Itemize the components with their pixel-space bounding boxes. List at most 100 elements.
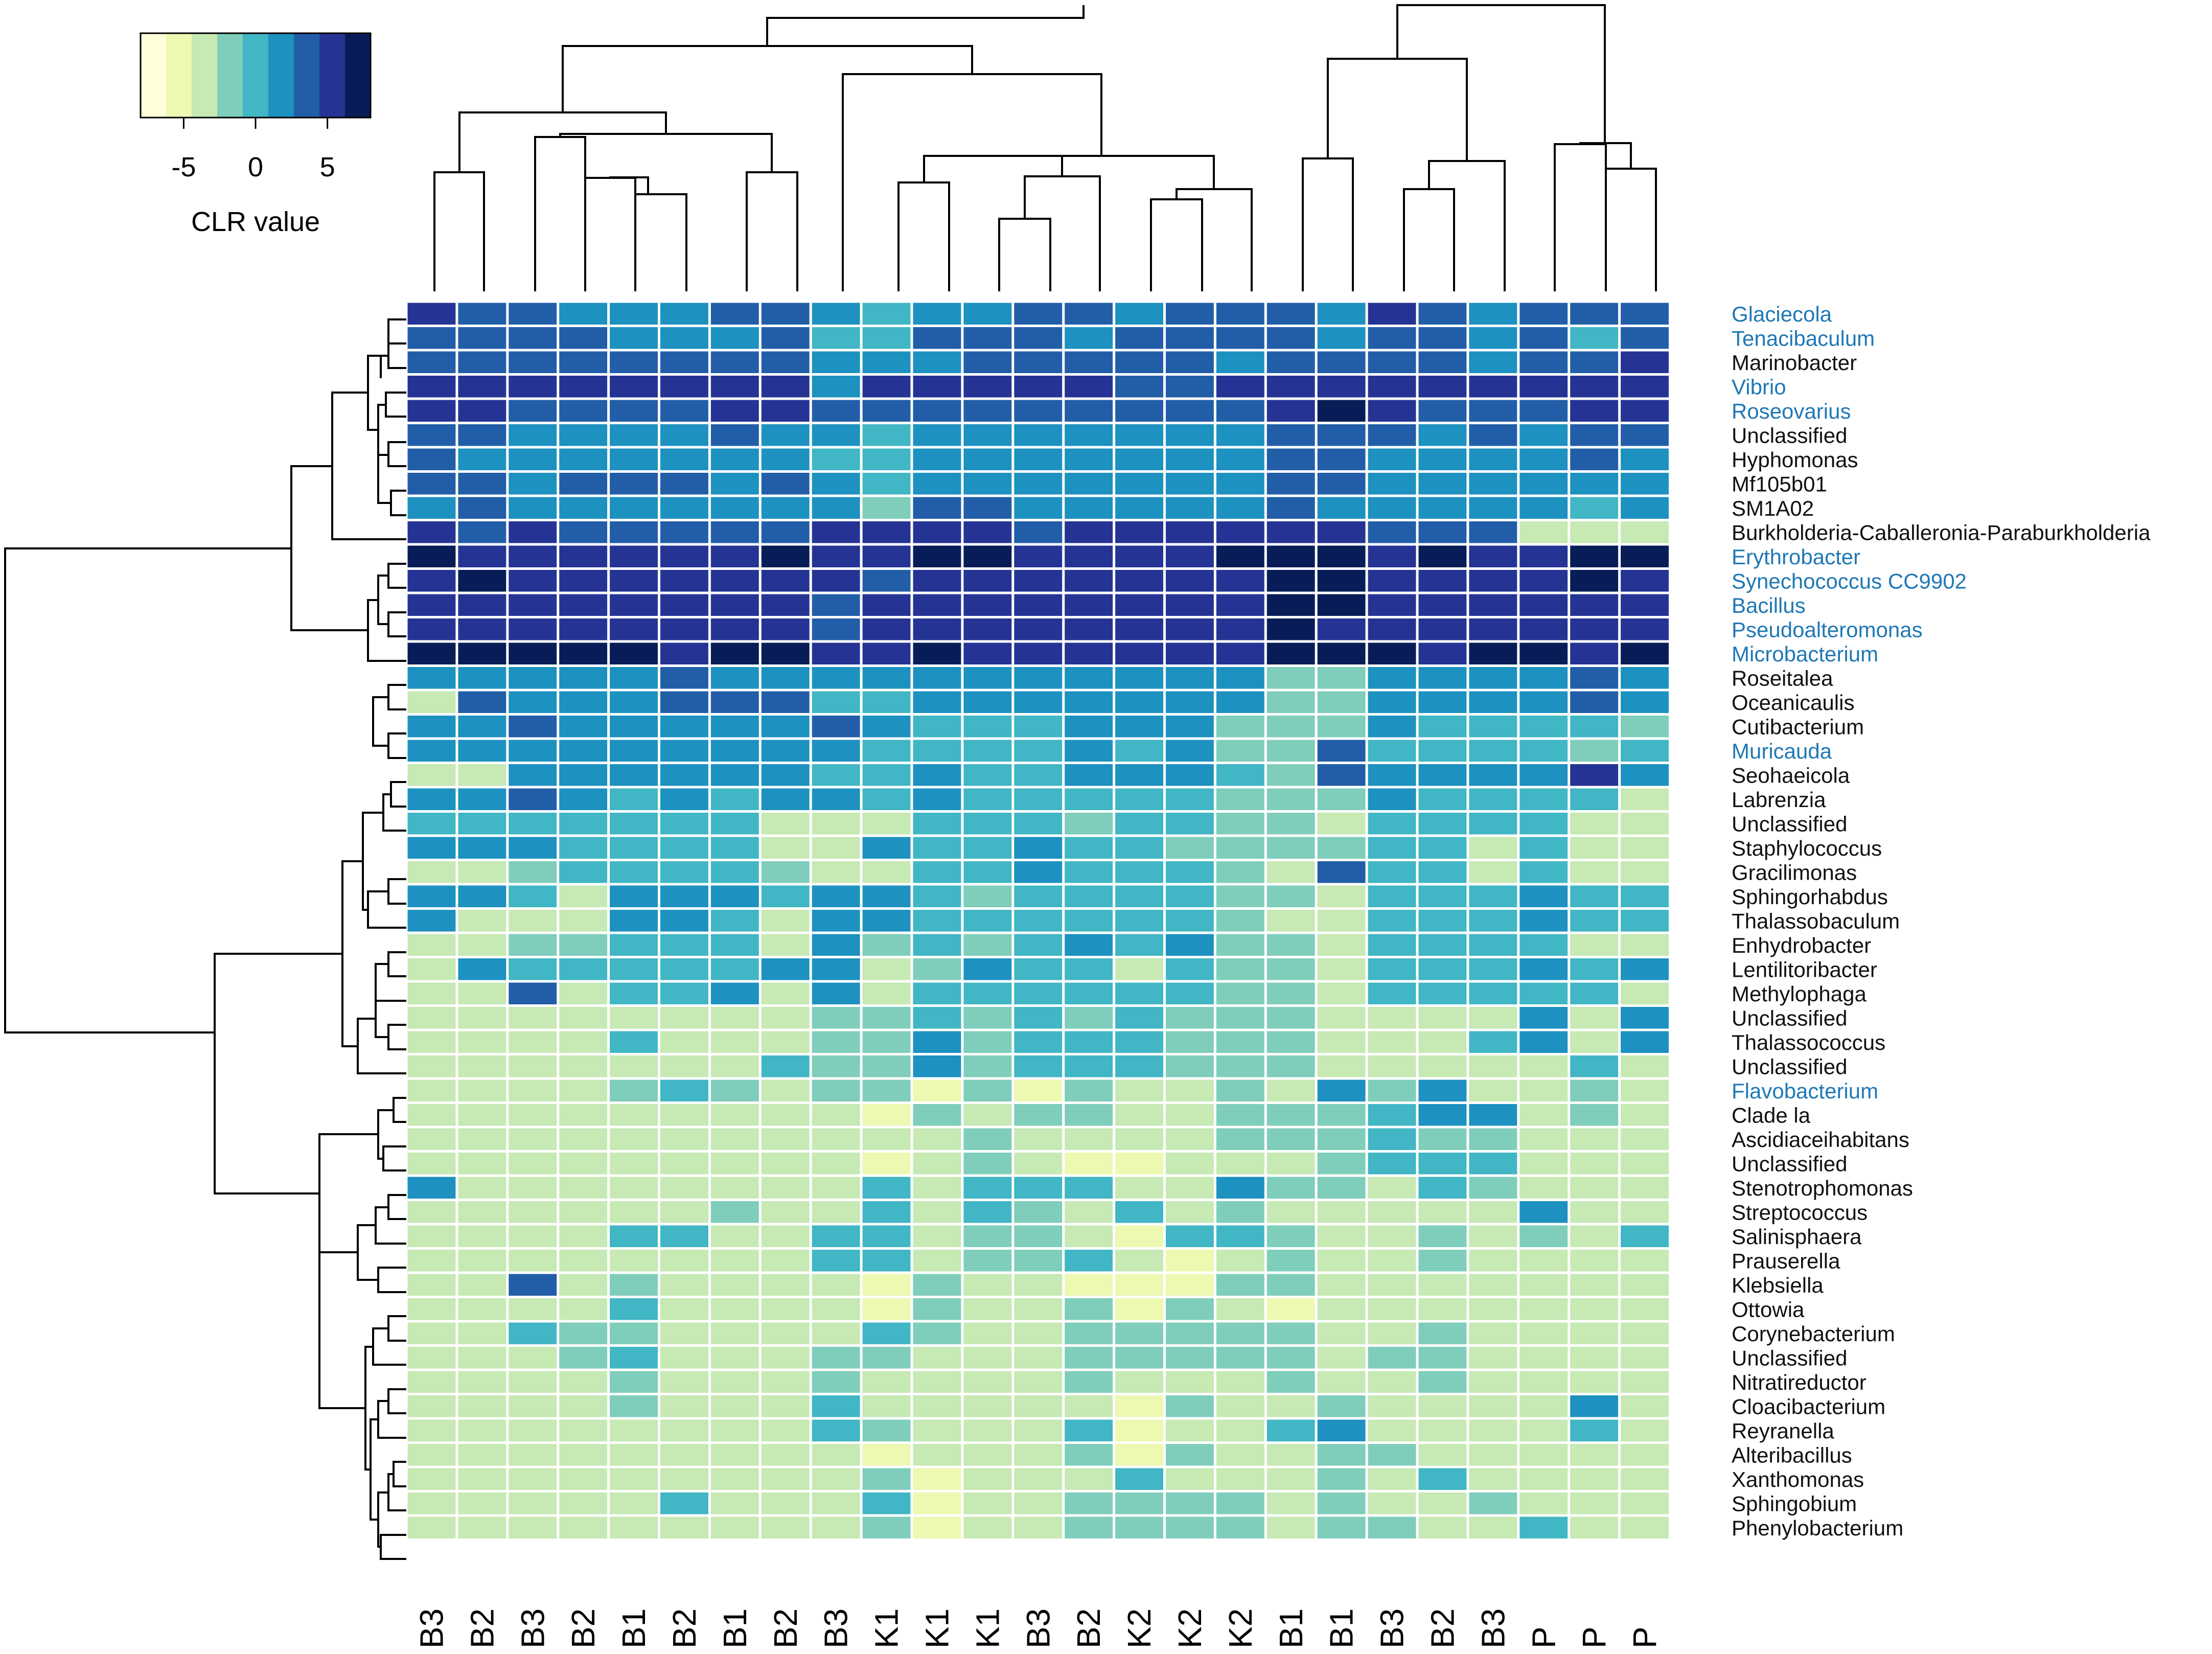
heatmap-cell <box>812 1298 860 1320</box>
heatmap-cell <box>812 473 860 495</box>
heatmap-cell <box>963 351 1012 373</box>
legend-swatch <box>243 33 269 118</box>
heatmap-cell <box>710 1177 759 1199</box>
column-label: K2 <box>1121 1609 1158 1648</box>
heatmap-cell <box>1115 740 1163 762</box>
heatmap-cell <box>761 497 810 519</box>
heatmap-cell <box>1368 788 1416 810</box>
heatmap-cell <box>1166 1128 1214 1150</box>
heatmap-cell <box>1368 1274 1416 1296</box>
heatmap-cell <box>1115 642 1163 664</box>
heatmap-cell <box>1014 910 1063 932</box>
heatmap-cell <box>1621 376 1669 398</box>
heatmap-cell <box>660 982 708 1004</box>
heatmap-cell <box>1115 521 1163 543</box>
heatmap-cell <box>1418 1177 1467 1199</box>
row-label: Staphylococcus <box>1732 836 1882 860</box>
heatmap-cell <box>1115 400 1163 422</box>
heatmap-cell <box>913 1007 961 1029</box>
heatmap-cell <box>963 1007 1012 1029</box>
heatmap-cell <box>1621 1371 1669 1393</box>
heatmap-cell <box>862 1104 911 1126</box>
heatmap-cell <box>1266 764 1315 786</box>
row-label: Clade la <box>1732 1103 1811 1127</box>
heatmap-cell <box>660 594 708 616</box>
heatmap-cell <box>509 934 557 956</box>
heatmap-cell <box>407 667 456 689</box>
heatmap-cell <box>458 1031 506 1053</box>
heatmap-cell <box>1469 1492 1517 1514</box>
heatmap-cell <box>1317 1055 1366 1077</box>
heatmap-cell <box>1115 1031 1163 1053</box>
heatmap-cell <box>1065 1079 1113 1101</box>
heatmap-cell <box>559 448 608 470</box>
heatmap-cell <box>1519 545 1568 567</box>
heatmap-cell <box>1266 1007 1315 1029</box>
heatmap-cell <box>1368 667 1416 689</box>
heatmap-cell <box>1266 351 1315 373</box>
heatmap-cell <box>1014 1298 1063 1320</box>
heatmap-cell <box>1216 1419 1264 1441</box>
heatmap-cell <box>1115 667 1163 689</box>
heatmap-cell <box>407 1079 456 1101</box>
heatmap-cell <box>862 885 911 907</box>
heatmap-cell <box>559 1492 608 1514</box>
heatmap-cell <box>1014 982 1063 1004</box>
heatmap-cell <box>1115 861 1163 883</box>
heatmap-cell <box>458 1274 506 1296</box>
heatmap-cell <box>407 885 456 907</box>
heatmap-cell <box>1368 424 1416 446</box>
heatmap-cell <box>559 1444 608 1466</box>
heatmap-cell <box>710 1055 759 1077</box>
heatmap-cell <box>963 1274 1012 1296</box>
heatmap-cell <box>1065 813 1113 835</box>
column-label: K2 <box>1171 1609 1208 1648</box>
heatmap-cell <box>458 764 506 786</box>
heatmap-cell <box>862 764 911 786</box>
heatmap-cell <box>1216 837 1264 859</box>
heatmap-cell <box>1317 327 1366 349</box>
heatmap-cell <box>458 934 506 956</box>
heatmap-cell <box>1519 788 1568 810</box>
heatmap-cell <box>761 1395 810 1417</box>
heatmap-cell <box>913 1419 961 1441</box>
heatmap-cell <box>1266 545 1315 567</box>
heatmap-cell <box>1570 1444 1619 1466</box>
heatmap-cell <box>1014 1274 1063 1296</box>
heatmap-cell <box>1469 667 1517 689</box>
heatmap-cell <box>862 1055 911 1077</box>
heatmap-cell <box>1115 545 1163 567</box>
heatmap-cell <box>1216 570 1264 592</box>
heatmap-cell <box>761 1322 810 1344</box>
heatmap-cell <box>610 642 658 664</box>
heatmap-cell <box>407 1517 456 1538</box>
heatmap-cell <box>1317 1225 1366 1247</box>
heatmap-cell <box>1115 1128 1163 1150</box>
heatmap-cell <box>559 1128 608 1150</box>
heatmap-cell <box>660 861 708 883</box>
heatmap-cell <box>1216 1128 1264 1150</box>
heatmap-cell <box>1166 716 1214 738</box>
heatmap-cell <box>1166 376 1214 398</box>
heatmap-cell <box>1621 594 1669 616</box>
heatmap-cell <box>1065 1055 1113 1077</box>
heatmap-cell <box>1115 982 1163 1004</box>
heatmap-cell <box>1216 521 1264 543</box>
heatmap-cell <box>913 570 961 592</box>
row-label: Unclassified <box>1732 1346 1847 1370</box>
heatmap-cell <box>1418 521 1467 543</box>
heatmap-cell <box>509 691 557 713</box>
heatmap-cell <box>1368 1492 1416 1514</box>
heatmap-cell <box>1570 1250 1619 1272</box>
heatmap-cell <box>963 716 1012 738</box>
heatmap-cell <box>1469 1104 1517 1126</box>
heatmap-cell <box>1065 1371 1113 1393</box>
heatmap-cell <box>1570 861 1619 883</box>
heatmap-cell <box>1469 1007 1517 1029</box>
heatmap-cell <box>1621 1468 1669 1490</box>
heatmap-cell <box>1368 1225 1416 1247</box>
heatmap-cell <box>1115 1322 1163 1344</box>
heatmap-cell <box>710 691 759 713</box>
heatmap-cell <box>458 667 506 689</box>
heatmap-cell <box>610 448 658 470</box>
